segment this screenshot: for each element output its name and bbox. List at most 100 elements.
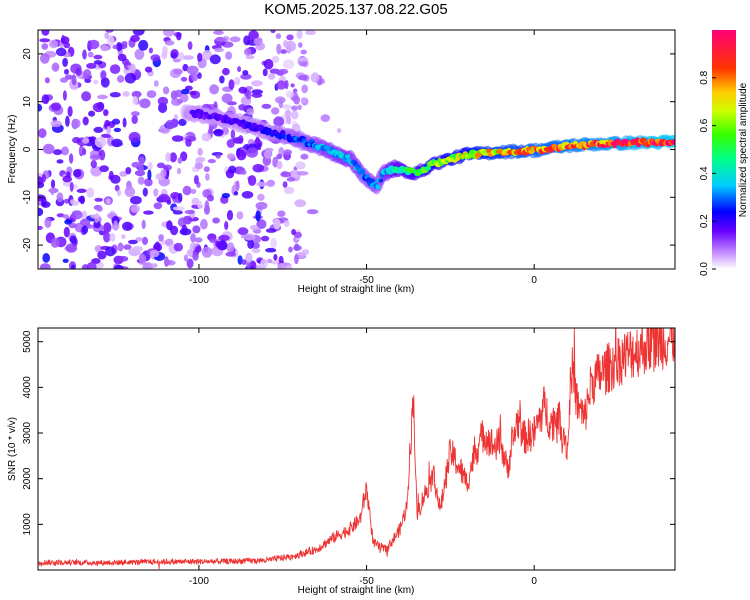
heatmap-noise-blob: [241, 259, 247, 265]
heatmap-noise-blob: [194, 162, 203, 170]
heatmap-noise-blob: [56, 159, 64, 164]
heatmap-noise-blob: [137, 176, 145, 185]
heatmap-noise-blob: [44, 77, 50, 84]
heatmap-ridge-cell: [360, 169, 366, 175]
heatmap-noise-blob: [252, 163, 265, 173]
heatmap-noise-blob: [176, 32, 182, 41]
heatmap-noise-blob: [215, 37, 228, 42]
heatmap-noise-blob: [130, 195, 142, 205]
heatmap-noise-blob: [109, 233, 116, 242]
heatmap-noise-blob: [105, 30, 114, 33]
heatmap-noise-blob: [65, 115, 70, 127]
heatmap-noise-blob: [251, 80, 263, 87]
heatmap-noise-blob: [293, 243, 300, 251]
y-tick-label: 4000: [22, 376, 33, 399]
heatmap-noise-blob: [93, 60, 103, 65]
heatmap-noise-blob: [286, 34, 294, 41]
heatmap-noise-blob: [111, 138, 123, 148]
heatmap-noise-blob: [99, 165, 109, 173]
heatmap-noise-blob: [121, 41, 128, 47]
heatmap-noise-blob: [100, 77, 110, 88]
heatmap-noise-blob: [275, 33, 282, 40]
colorbar-gradient: [712, 30, 736, 269]
y-tick-label: -20: [22, 237, 33, 252]
heatmap-noise-blob: [105, 198, 111, 205]
heatmap-noise-blob: [109, 92, 121, 98]
heatmap-noise-blob: [300, 153, 309, 160]
heatmap-noise-blob: [172, 206, 185, 211]
snr-background: [38, 328, 675, 570]
heatmap-noise-blob: [203, 166, 210, 173]
heatmap-noise-blob: [138, 253, 147, 265]
x-tick-label: -100: [189, 275, 209, 286]
heatmap-noise-blob: [185, 139, 192, 147]
heatmap-noise-blob: [41, 30, 50, 36]
heatmap-noise-blob: [113, 264, 124, 269]
heatmap-noise-blob: [178, 118, 187, 126]
heatmap-noise-blob: [283, 186, 295, 195]
heatmap-noise-blob: [234, 77, 241, 86]
heatmap-noise-blob: [305, 30, 316, 36]
heatmap-noise-blob: [247, 175, 257, 186]
heatmap-noise-blob: [125, 167, 132, 175]
heatmap-noise-blob: [68, 153, 74, 164]
heatmap-noise-blob: [270, 237, 277, 249]
heatmap-noise-blob: [181, 88, 190, 95]
heatmap-noise-blob: [178, 192, 183, 202]
heatmap-noise-blob: [81, 210, 88, 221]
heatmap-noise-blob: [283, 220, 290, 228]
heatmap-noise-blob: [75, 67, 82, 76]
heatmap-noise-blob: [111, 118, 121, 125]
y-tick-label: 1000: [22, 513, 33, 536]
heatmap-noise-blob: [256, 181, 268, 187]
heatmap-noise-blob: [90, 160, 98, 169]
heatmap-noise-blob: [130, 63, 136, 74]
heatmap-noise-blob: [82, 116, 89, 126]
heatmap-noise-blob: [256, 219, 267, 230]
y-tick-label: 3000: [22, 421, 33, 444]
heatmap-noise-blob: [42, 253, 50, 263]
heatmap-noise-blob: [62, 214, 70, 219]
heatmap-noise-blob: [212, 217, 220, 224]
y-tick-label: 0: [22, 146, 33, 152]
heatmap-noise-blob: [158, 193, 170, 203]
heatmap-noise-blob: [255, 201, 268, 210]
heatmap-noise-blob: [39, 263, 51, 269]
heatmap-noise-blob: [251, 248, 261, 254]
heatmap-noise-blob: [130, 34, 140, 43]
heatmap-noise-blob: [201, 246, 213, 258]
snr-panel: -100 -50 0 1000 2000 3000 4000 5000 Height of …: [7, 327, 676, 596]
heatmap-noise-blob: [293, 88, 298, 93]
heatmap-noise-blob: [63, 198, 70, 204]
heatmap-noise-blob: [101, 133, 111, 138]
heatmap-noise-blob: [96, 206, 103, 212]
heatmap-noise-blob: [296, 171, 309, 176]
heatmap-noise-blob: [38, 103, 43, 112]
heatmap-noise-blob: [72, 118, 81, 129]
heatmap-noise-blob: [298, 42, 303, 48]
heatmap-noise-blob: [83, 69, 92, 80]
heatmap-noise-blob: [138, 163, 144, 173]
heatmap-noise-blob: [204, 200, 210, 211]
heatmap-noise-blob: [142, 187, 148, 197]
heatmap-noise-blob: [246, 261, 252, 269]
heatmap-noise-blob: [180, 76, 188, 82]
heatmap-noise-blob: [172, 210, 183, 215]
heatmap-noise-blob: [280, 171, 292, 178]
snr-y-ticks: 1000 2000 3000 4000 5000: [22, 330, 675, 535]
heatmap-noise-blob: [171, 135, 184, 142]
heatmap-noise-blob: [186, 258, 194, 269]
heatmap-noise-blob: [67, 106, 73, 117]
colorbar-tick-label: 0.4: [699, 166, 710, 180]
heatmap-noise-blob: [184, 209, 195, 215]
heatmap-noise-blob: [271, 55, 280, 63]
snr-series-line: [38, 328, 675, 570]
heatmap-noise-blob: [65, 243, 78, 253]
heatmap-noise-blob: [241, 191, 254, 199]
heatmap-noise-blob: [108, 170, 114, 180]
heatmap-noise-blob: [296, 30, 303, 40]
heatmap-noise-blob: [205, 173, 210, 181]
heatmap-x-axis-label: Height of straight line (km): [298, 284, 415, 295]
